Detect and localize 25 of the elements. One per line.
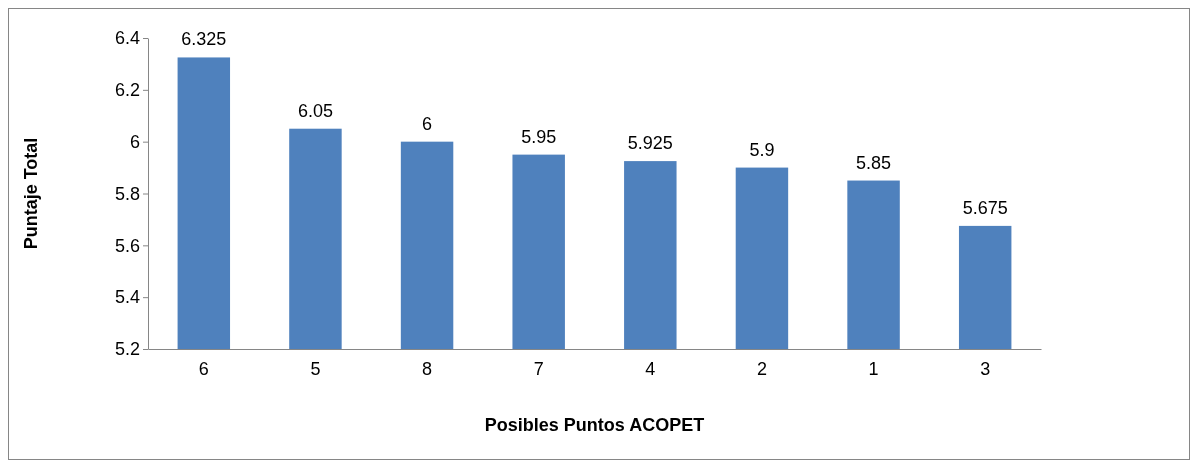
data-label: 6.325: [181, 29, 227, 50]
y-axis-title: Puntaje Total: [21, 137, 41, 250]
x-axis-title: Posibles Puntos ACOPET: [484, 415, 705, 435]
data-label: 6: [422, 113, 433, 134]
y-tick-label: 6.2: [114, 80, 140, 101]
data-label: 5.675: [962, 197, 1008, 218]
y-tick-label: 5.8: [114, 183, 140, 204]
y-tick-label: 5.4: [114, 287, 140, 308]
data-label: 5.85: [856, 152, 892, 173]
x-tick-label: 2: [756, 359, 767, 380]
data-label: 5.9: [749, 139, 775, 160]
x-tick-label: 8: [422, 359, 433, 380]
x-tick-label: 1: [868, 359, 879, 380]
y-tick-label: 6.4: [114, 28, 140, 49]
x-tick-label: 4: [645, 359, 656, 380]
data-label: 5.95: [521, 126, 557, 147]
data-label: 5.925: [627, 133, 673, 154]
y-tick-label: 6: [129, 131, 140, 152]
data-label: 6.05: [297, 100, 333, 121]
y-tick-label: 5.2: [114, 339, 140, 360]
x-tick-label: 7: [533, 359, 544, 380]
x-tick-label: 5: [310, 359, 321, 380]
x-tick-label: 3: [980, 359, 991, 380]
y-tick-label: 5.6: [114, 235, 140, 256]
x-tick-label: 6: [198, 359, 209, 380]
